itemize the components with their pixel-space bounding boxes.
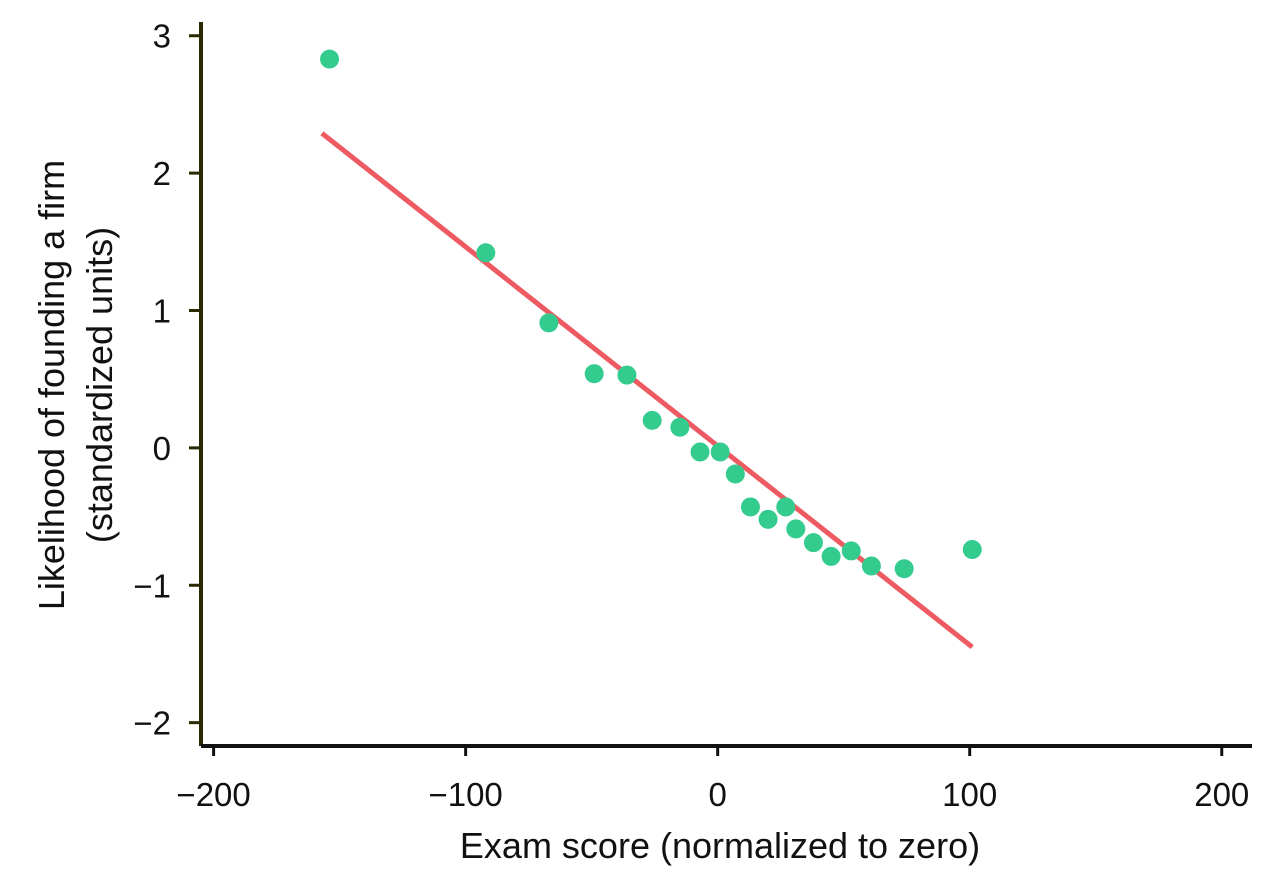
data-point [476, 243, 496, 263]
data-point [642, 410, 662, 430]
data-point [320, 49, 340, 69]
y-tick-label: −2 [133, 705, 171, 742]
data-point [894, 559, 914, 579]
data-point [803, 533, 823, 553]
data-point [710, 442, 730, 462]
data-point [539, 313, 559, 333]
y-tick-label: 2 [153, 155, 171, 192]
y-tick-label: −1 [133, 567, 171, 604]
y-tick-label: 1 [153, 293, 171, 330]
x-tick-label: 100 [942, 776, 997, 813]
data-point [962, 540, 982, 560]
x-axis: −200 −100 0 100 200 [176, 744, 1252, 813]
data-point [786, 519, 806, 539]
data-point [670, 417, 690, 437]
data-point [821, 546, 841, 566]
y-tick-label: 0 [153, 430, 171, 467]
data-point [617, 365, 637, 385]
data-point [584, 364, 604, 384]
x-tick-label: −200 [176, 776, 250, 813]
data-point [841, 541, 861, 561]
x-tick-label: 0 [708, 776, 726, 813]
y-axis-title-line-2: (standardized units) [79, 227, 120, 543]
data-point [725, 464, 745, 484]
data-point [690, 442, 710, 462]
data-point [740, 497, 760, 517]
data-point [861, 556, 881, 576]
data-point [776, 497, 796, 517]
x-axis-title: Exam score (normalized to zero) [460, 825, 980, 866]
y-tick-label: 3 [153, 18, 171, 55]
x-tick-label: −100 [428, 776, 502, 813]
x-tick-label: 200 [1194, 776, 1249, 813]
data-points [320, 49, 982, 579]
y-axis-title-line-1: Likelihood of founding a firm [31, 160, 72, 610]
data-point [758, 509, 778, 529]
y-axis: 3 2 1 0 −1 −2 [133, 18, 203, 746]
